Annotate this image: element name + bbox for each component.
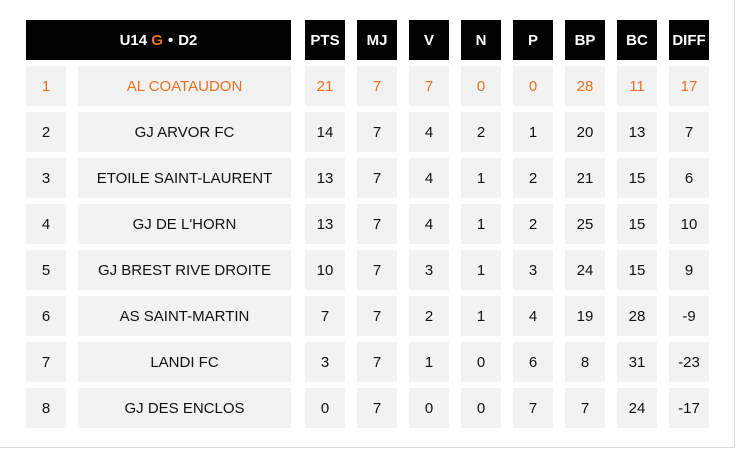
rank-cell: 4	[26, 204, 66, 244]
stat-cell-n: 1	[461, 204, 501, 244]
column-header-pts: PTS	[305, 20, 345, 60]
stat-cell-mj: 7	[357, 296, 397, 336]
stat-cell-p: 2	[513, 204, 553, 244]
stat-cell-bc: 15	[617, 204, 657, 244]
stat-cell-bc: 11	[617, 66, 657, 106]
stat-cell-n: 1	[461, 250, 501, 290]
stat-cell-bc: 28	[617, 296, 657, 336]
stat-cell-bc: 15	[617, 158, 657, 198]
stat-cell-bp: 8	[565, 342, 605, 382]
stat-cell-v: 2	[409, 296, 449, 336]
stat-cell-pts: 13	[305, 158, 345, 198]
rank-cell: 8	[26, 388, 66, 428]
title-accent: G	[151, 31, 163, 49]
stat-cell-bp: 25	[565, 204, 605, 244]
stat-cell-n: 1	[461, 296, 501, 336]
column-header-mj: MJ	[357, 20, 397, 60]
stat-cell-pts: 14	[305, 112, 345, 152]
stat-cell-n: 0	[461, 66, 501, 106]
stat-cell-v: 0	[409, 388, 449, 428]
stat-cell-p: 1	[513, 112, 553, 152]
stat-cell-mj: 7	[357, 66, 397, 106]
rank-cell: 2	[26, 112, 66, 152]
stat-cell-v: 1	[409, 342, 449, 382]
stat-cell-v: 4	[409, 158, 449, 198]
column-header-n: N	[461, 20, 501, 60]
stat-cell-bp: 20	[565, 112, 605, 152]
rank-cell: 3	[26, 158, 66, 198]
stat-cell-p: 0	[513, 66, 553, 106]
team-name-cell: ETOILE SAINT-LAURENT	[78, 158, 291, 198]
stat-cell-mj: 7	[357, 158, 397, 198]
column-header-diff: DIFF	[669, 20, 709, 60]
title-separator: •	[167, 31, 174, 49]
stat-cell-mj: 7	[357, 204, 397, 244]
team-name-cell: GJ ARVOR FC	[78, 112, 291, 152]
table-title: U14 G • D2	[26, 20, 291, 60]
stat-cell-mj: 7	[357, 250, 397, 290]
rank-cell: 7	[26, 342, 66, 382]
stat-cell-bc: 13	[617, 112, 657, 152]
column-header-p: P	[513, 20, 553, 60]
team-name-cell: AL COATAUDON	[78, 66, 291, 106]
title-prefix: U14	[119, 31, 148, 49]
stat-cell-v: 7	[409, 66, 449, 106]
stat-cell-n: 1	[461, 158, 501, 198]
rank-cell: 1	[26, 66, 66, 106]
stat-cell-p: 7	[513, 388, 553, 428]
rank-cell: 6	[26, 296, 66, 336]
rank-cell: 5	[26, 250, 66, 290]
column-header-bc: BC	[617, 20, 657, 60]
stat-cell-diff: 7	[669, 112, 709, 152]
stat-cell-n: 0	[461, 388, 501, 428]
team-name-cell: AS SAINT-MARTIN	[78, 296, 291, 336]
stat-cell-diff: 9	[669, 250, 709, 290]
stat-cell-bp: 21	[565, 158, 605, 198]
stat-cell-bp: 28	[565, 66, 605, 106]
stat-cell-bc: 24	[617, 388, 657, 428]
stat-cell-diff: -23	[669, 342, 709, 382]
stat-cell-diff: 6	[669, 158, 709, 198]
stat-cell-diff: -9	[669, 296, 709, 336]
stat-cell-pts: 13	[305, 204, 345, 244]
stat-cell-pts: 3	[305, 342, 345, 382]
stat-cell-bp: 24	[565, 250, 605, 290]
title-division: D2	[178, 31, 198, 49]
team-name-cell: LANDI FC	[78, 342, 291, 382]
stat-cell-v: 4	[409, 112, 449, 152]
stat-cell-bc: 31	[617, 342, 657, 382]
column-header-v: V	[409, 20, 449, 60]
stat-cell-n: 0	[461, 342, 501, 382]
stat-cell-pts: 7	[305, 296, 345, 336]
stat-cell-p: 6	[513, 342, 553, 382]
stat-cell-pts: 10	[305, 250, 345, 290]
team-name-cell: GJ DES ENCLOS	[78, 388, 291, 428]
team-name-cell: GJ BREST RIVE DROITE	[78, 250, 291, 290]
stat-cell-p: 2	[513, 158, 553, 198]
column-header-bp: BP	[565, 20, 605, 60]
stat-cell-pts: 21	[305, 66, 345, 106]
stat-cell-n: 2	[461, 112, 501, 152]
stat-cell-mj: 7	[357, 342, 397, 382]
stat-cell-v: 4	[409, 204, 449, 244]
stat-cell-bc: 15	[617, 250, 657, 290]
team-name-cell: GJ DE L'HORN	[78, 204, 291, 244]
stat-cell-p: 3	[513, 250, 553, 290]
stat-cell-v: 3	[409, 250, 449, 290]
stat-cell-bp: 19	[565, 296, 605, 336]
stat-cell-pts: 0	[305, 388, 345, 428]
stat-cell-diff: 10	[669, 204, 709, 244]
stat-cell-diff: -17	[669, 388, 709, 428]
stat-cell-mj: 7	[357, 388, 397, 428]
stat-cell-mj: 7	[357, 112, 397, 152]
stat-cell-diff: 17	[669, 66, 709, 106]
stat-cell-p: 4	[513, 296, 553, 336]
stat-cell-bp: 7	[565, 388, 605, 428]
